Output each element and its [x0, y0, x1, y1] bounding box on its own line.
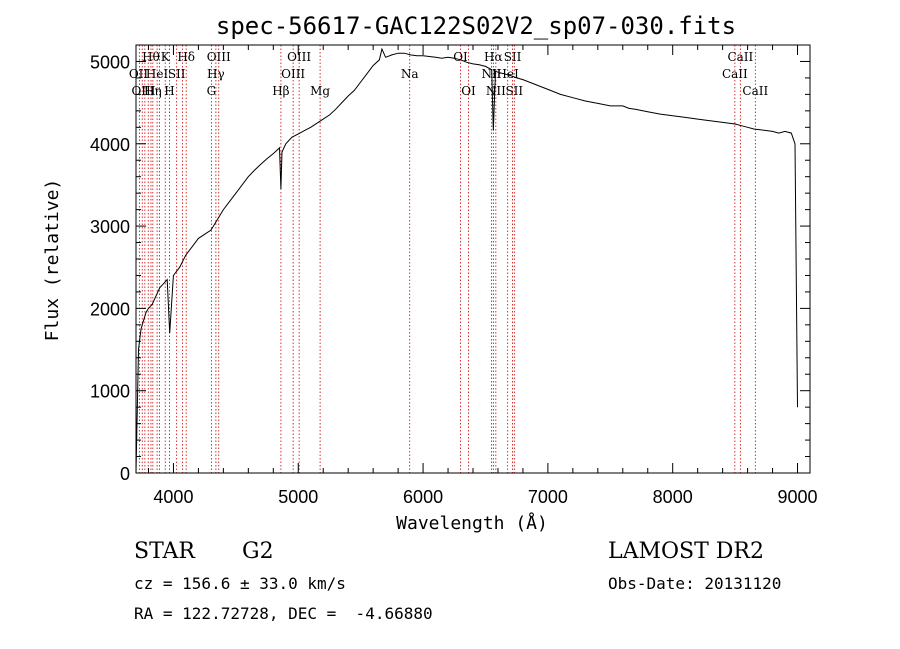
spectral-line-markers [138, 45, 756, 473]
line-label-6: H [164, 84, 174, 98]
y-tick-label-3000: 3000 [90, 217, 130, 237]
y-tick-label-2000: 2000 [90, 299, 130, 319]
x-tick-label-8000: 8000 [653, 487, 693, 507]
line-label-9: G [207, 84, 217, 98]
line-label-11: OIII [207, 50, 231, 64]
x-tick-label-7000: 7000 [528, 487, 568, 507]
line-label-7: SII [168, 67, 186, 81]
line-label-24: SII [505, 84, 523, 98]
line-label-27: CaII [742, 84, 768, 98]
line-label-17: OI [453, 50, 468, 64]
survey-name: LAMOST DR2 [608, 539, 764, 564]
line-label-14: OIII [287, 50, 311, 64]
line-label-0: OII [129, 67, 149, 81]
line-label-22: HeI [497, 67, 520, 81]
line-label-25: CaII [722, 67, 748, 81]
line-label-2: Hθ [142, 50, 160, 64]
observation-date: Obs-Date: 20131120 [608, 574, 782, 593]
y-axis-label: Flux (relative) [42, 179, 63, 342]
y-tick-label-5000: 5000 [90, 52, 130, 72]
line-label-8: Hδ [177, 50, 195, 64]
x-tick-label-6000: 6000 [403, 487, 443, 507]
spectral-line-labels: OIIOIIIHθHηHeIKHSIIHδGHγOIIIHβOIIIOIIIMg… [129, 50, 769, 98]
redshift-velocity: cz = 156.6 ± 33.0 km/s [134, 574, 346, 593]
line-label-20: Hα [484, 50, 503, 64]
plot-frame [135, 44, 811, 474]
coordinates: RA = 122.72728, DEC = -4.66880 [134, 604, 433, 623]
line-label-4: HeI [146, 67, 169, 81]
y-tick-label-4000: 4000 [90, 135, 130, 155]
x-tick-label-4000: 4000 [153, 487, 193, 507]
line-label-13: OIII [281, 67, 305, 81]
x-tick-label-9000: 9000 [777, 487, 817, 507]
x-tick-label-5000: 5000 [278, 487, 318, 507]
spectrum-line [135, 47, 798, 474]
line-label-3: Hη [144, 84, 162, 98]
x-axis-ticks: 4000 5000 6000 7000 8000 9000 [147, 45, 818, 507]
y-axis-ticks: 0 1000 2000 3000 4000 5000 [90, 44, 810, 484]
object-subclass: G2 [242, 539, 274, 564]
x-axis-label: Wavelength (Å) [396, 512, 548, 534]
y-tick-label-1000: 1000 [90, 382, 130, 402]
line-label-12: Hβ [272, 84, 289, 98]
line-label-18: OI [461, 84, 476, 98]
chart-title: spec-56617-GAC122S02V2_sp07-030.fits [216, 12, 736, 40]
line-label-16: Na [401, 67, 419, 81]
line-label-10: Hγ [207, 67, 225, 81]
line-label-15: Mg [310, 84, 330, 98]
line-label-5: K [161, 50, 171, 64]
line-label-21: NII [486, 84, 506, 98]
line-label-26: CaII [727, 50, 753, 64]
y-tick-label-0: 0 [120, 464, 130, 484]
object-class: STAR [134, 539, 195, 564]
line-label-23: SII [504, 50, 522, 64]
